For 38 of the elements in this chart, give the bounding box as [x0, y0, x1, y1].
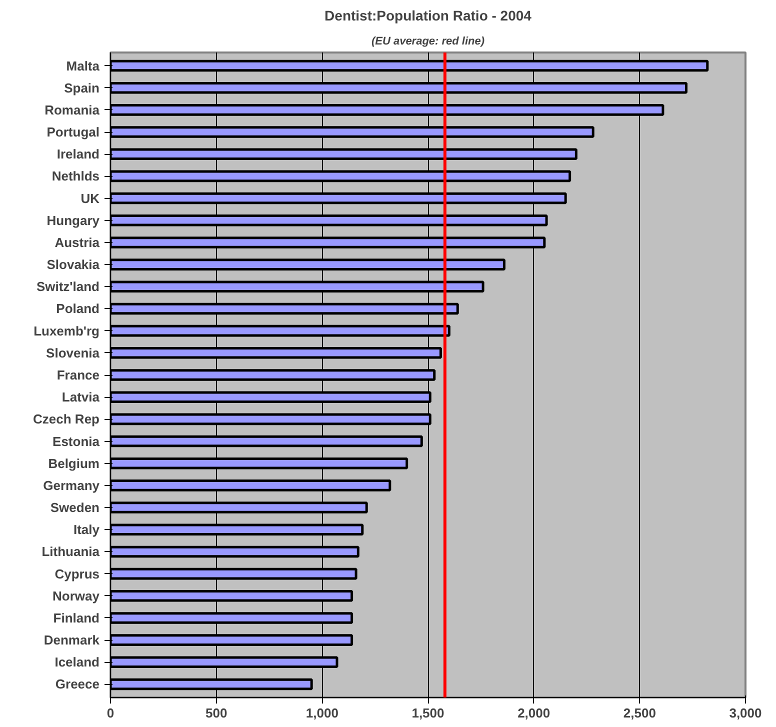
x-tick-label: 500: [205, 706, 228, 720]
y-tick-label: Austria: [54, 234, 100, 250]
y-tick-label: UK: [80, 190, 100, 206]
x-tick-label: 0: [106, 706, 114, 720]
chart-subtitle: (EU average: red line): [371, 36, 485, 48]
y-tick-label: Czech Rep: [33, 412, 100, 427]
y-tick-label: Malta: [66, 58, 100, 74]
y-tick-label: Cyprus: [54, 566, 100, 582]
x-tick-label: 1,500: [412, 706, 444, 720]
y-tick-label: Romania: [44, 102, 100, 118]
y-tick-label: Belgium: [48, 456, 100, 471]
x-tick-label: 1,000: [306, 706, 338, 720]
x-tick-label: 2,000: [518, 706, 550, 720]
y-tick-label: Greece: [55, 676, 100, 692]
y-tick-label: Iceland: [54, 654, 100, 670]
y-tick-label: Hungary: [46, 212, 100, 228]
y-tick-label: Norway: [52, 588, 100, 604]
y-tick-label: Slovenia: [46, 345, 100, 360]
y-tick-label: France: [56, 368, 100, 382]
y-tick-label: Nethlds: [52, 168, 100, 184]
y-tick-label: Spain: [64, 80, 100, 96]
y-tick-label: Lithuania: [42, 544, 100, 560]
y-tick-label: Luxemb'rg: [34, 323, 100, 338]
y-tick-label: Estonia: [52, 434, 100, 449]
y-tick-label: Latvia: [62, 390, 100, 405]
y-tick-label: Portugal: [46, 124, 100, 140]
x-tick-label: 2,500: [623, 706, 656, 720]
y-tick-label: Italy: [73, 522, 100, 538]
y-tick-label: Germany: [43, 478, 100, 493]
y-tick-label: Finland: [53, 610, 100, 626]
y-tick-label: Denmark: [44, 632, 100, 648]
y-tick-label: Poland: [56, 301, 100, 316]
chart-title: Dentist:Population Ratio - 2004: [324, 8, 532, 24]
y-tick-label: Sweden: [50, 500, 100, 516]
y-tick-label: Switz'land: [36, 279, 100, 294]
x-tick-label: 3,000: [729, 706, 762, 720]
y-tick-label: Ireland: [56, 146, 100, 162]
y-tick-label: Slovakia: [46, 257, 100, 272]
